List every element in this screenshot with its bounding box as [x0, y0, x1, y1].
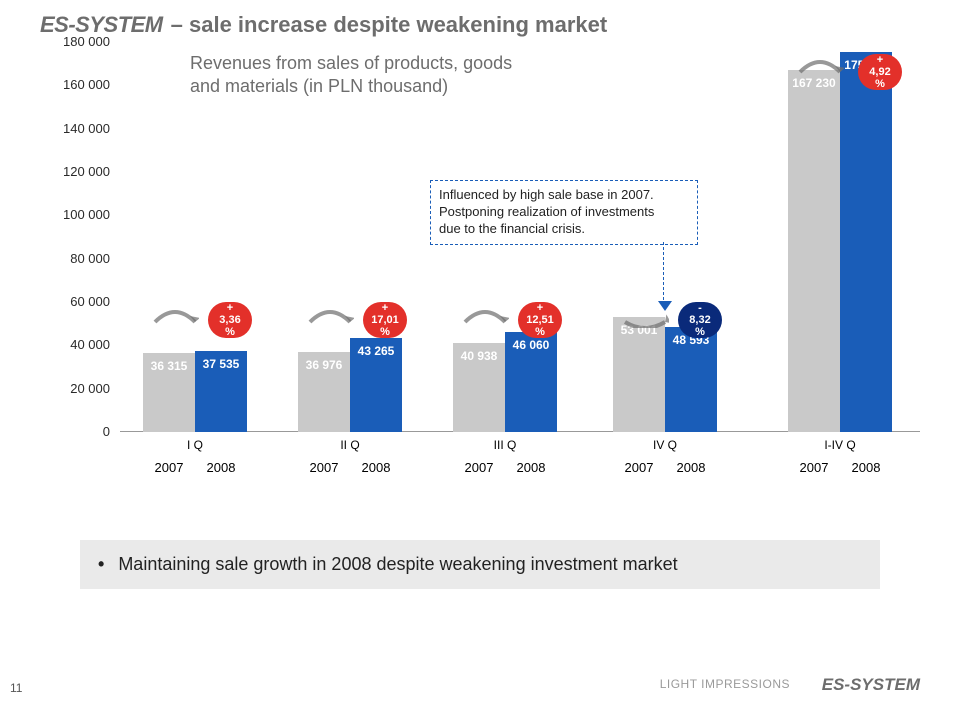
change-badge: +3,36% — [208, 302, 252, 338]
bar: 46 060 — [505, 332, 557, 432]
trend-arrow-icon — [796, 50, 844, 83]
bar: 167 230 — [788, 70, 840, 432]
bar-value-label: 36 976 — [298, 358, 350, 372]
y-axis-label: 0 — [50, 424, 110, 439]
y-axis-label: 100 000 — [50, 207, 110, 222]
change-badge: +17,01% — [363, 302, 407, 338]
x-axis-year: 2007 — [465, 460, 494, 475]
annotation-line: Influenced by high sale base in 2007. — [439, 187, 689, 204]
x-axis-year: 2007 — [155, 460, 184, 475]
x-axis-year: 2008 — [207, 460, 236, 475]
bar-value-label: 40 938 — [453, 349, 505, 363]
annotation-line: due to the financial crisis. — [439, 221, 689, 238]
summary-box: • Maintaining sale growth in 2008 despit… — [80, 540, 880, 589]
change-badge: +12,51% — [518, 302, 562, 338]
x-axis-year: 2007 — [625, 460, 654, 475]
annotation-callout: Influenced by high sale base in 2007.Pos… — [430, 180, 698, 245]
trend-arrow-icon — [461, 300, 509, 333]
slide-title: ES-SYSTEM – sale increase despite weaken… — [40, 12, 920, 38]
x-axis-year: 2008 — [852, 460, 881, 475]
x-axis-group-label: I Q — [187, 438, 203, 452]
y-axis-label: 60 000 — [50, 294, 110, 309]
bar: 43 265 — [350, 338, 402, 432]
y-axis-label: 140 000 — [50, 121, 110, 136]
page-number: 11 — [10, 681, 22, 695]
annotation-line: Postponing realization of investments — [439, 204, 689, 221]
bar: 36 315 — [143, 353, 195, 432]
x-axis-group-label: II Q — [340, 438, 359, 452]
y-axis-label: 120 000 — [50, 164, 110, 179]
footer-brand: ES-SYSTEM — [822, 675, 920, 695]
x-axis-year: 2007 — [310, 460, 339, 475]
bar: 37 535 — [195, 351, 247, 432]
bar-value-label: 37 535 — [195, 357, 247, 371]
x-axis-year: 2008 — [362, 460, 391, 475]
x-axis-year: 2007 — [800, 460, 829, 475]
bar: 48 593 — [665, 327, 717, 432]
title-rest: – sale increase despite weakening market — [171, 12, 608, 38]
bullet-icon: • — [98, 554, 104, 575]
trend-arrow-icon — [151, 300, 199, 333]
summary-text: Maintaining sale growth in 2008 despite … — [118, 554, 677, 575]
y-axis-label: 80 000 — [50, 251, 110, 266]
y-axis-label: 20 000 — [50, 381, 110, 396]
summary-bullet: • Maintaining sale growth in 2008 despit… — [98, 554, 862, 575]
bar-value-label: 46 060 — [505, 338, 557, 352]
bar-value-label: 43 265 — [350, 344, 402, 358]
x-axis-year: 2008 — [517, 460, 546, 475]
bar: 40 938 — [453, 343, 505, 432]
plot-area: 020 00040 00060 00080 000100 000120 0001… — [120, 42, 920, 432]
bar: 36 976 — [298, 352, 350, 432]
change-badge: -8,32% — [678, 302, 722, 338]
change-badge: +4,92% — [858, 54, 902, 90]
bar: 175 453 — [840, 52, 892, 432]
x-axis-year: 2008 — [677, 460, 706, 475]
annotation-arrowhead-icon — [658, 298, 672, 316]
trend-arrow-icon — [306, 300, 354, 333]
x-axis-group-label: IV Q — [653, 438, 677, 452]
bar-chart: Revenues from sales of products, goods a… — [40, 42, 920, 472]
annotation-connector — [663, 242, 664, 300]
y-axis-label: 160 000 — [50, 77, 110, 92]
footer-tagline: LIGHT IMPRESSIONS — [660, 677, 790, 691]
y-axis-label: 40 000 — [50, 337, 110, 352]
x-axis-group-label: III Q — [494, 438, 517, 452]
bar: 53 001 — [613, 317, 665, 432]
bar-value-label: 36 315 — [143, 359, 195, 373]
y-axis-label: 180 000 — [50, 34, 110, 49]
x-axis-group-label: I-IV Q — [824, 438, 855, 452]
